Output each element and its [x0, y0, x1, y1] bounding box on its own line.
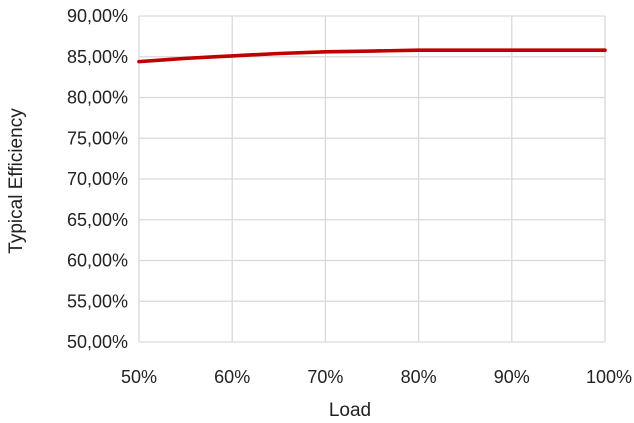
y-tick-label: 60,00%: [67, 251, 128, 271]
series-layer: [137, 48, 607, 64]
y-tick-label: 80,00%: [67, 88, 128, 108]
series-line: [137, 48, 607, 64]
x-tick-label: 70%: [307, 367, 343, 387]
x-axis-title: Load: [329, 400, 371, 421]
y-tick-label: 75,00%: [67, 128, 128, 148]
x-tick-labels: 50% 60% 70% 80% 90% 100%: [121, 367, 632, 387]
x-tick-label: 60%: [214, 367, 250, 387]
y-tick-label: 50,00%: [67, 332, 128, 352]
y-axis-title: Typical Efficiency: [6, 108, 27, 254]
gridlines: [138, 15, 606, 343]
y-tick-label: 65,00%: [67, 210, 128, 230]
y-tick-label: 55,00%: [67, 291, 128, 311]
x-tick-label: 90%: [494, 367, 530, 387]
y-tick-label: 90,00%: [67, 6, 128, 26]
x-tick-label: 80%: [401, 367, 437, 387]
y-tick-label: 70,00%: [67, 169, 128, 189]
x-tick-label: 50%: [121, 367, 157, 387]
x-tick-label: 100%: [586, 367, 632, 387]
y-tick-label: 85,00%: [67, 47, 128, 67]
y-tick-labels: 50,00% 55,00% 60,00% 65,00% 70,00% 75,00% 80,0…: [67, 6, 128, 352]
